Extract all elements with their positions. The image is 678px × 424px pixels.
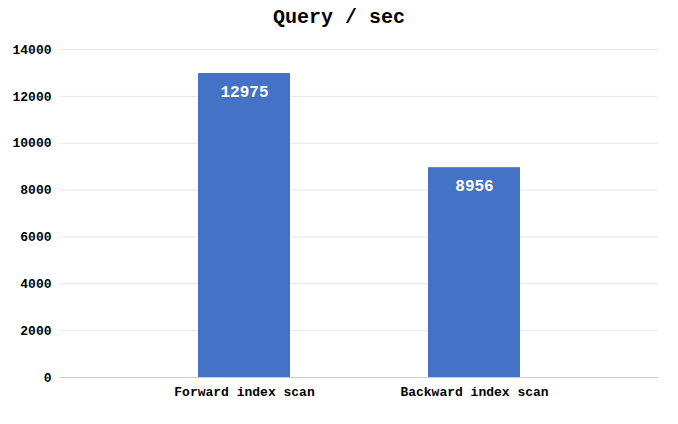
- html-text:Query / sec: Query / sec: [273, 6, 405, 29]
- svg-text:0: 0: [44, 371, 52, 386]
- svg-text:Forward index scan: Forward index scan: [174, 385, 315, 400]
- svg-text:6000: 6000: [20, 230, 51, 245]
- svg-text:Backward index scan: Backward index scan: [400, 385, 548, 400]
- svg-text:2000: 2000: [20, 324, 51, 339]
- svg-text:14000: 14000: [12, 43, 51, 58]
- svg-text:12000: 12000: [12, 90, 51, 105]
- svg-text:10000: 10000: [12, 136, 51, 151]
- svg-text:8956: 8956: [455, 178, 493, 196]
- svg-text:4000: 4000: [20, 277, 51, 292]
- svg-text:8000: 8000: [20, 183, 51, 198]
- svg-text:12975: 12975: [220, 84, 268, 102]
